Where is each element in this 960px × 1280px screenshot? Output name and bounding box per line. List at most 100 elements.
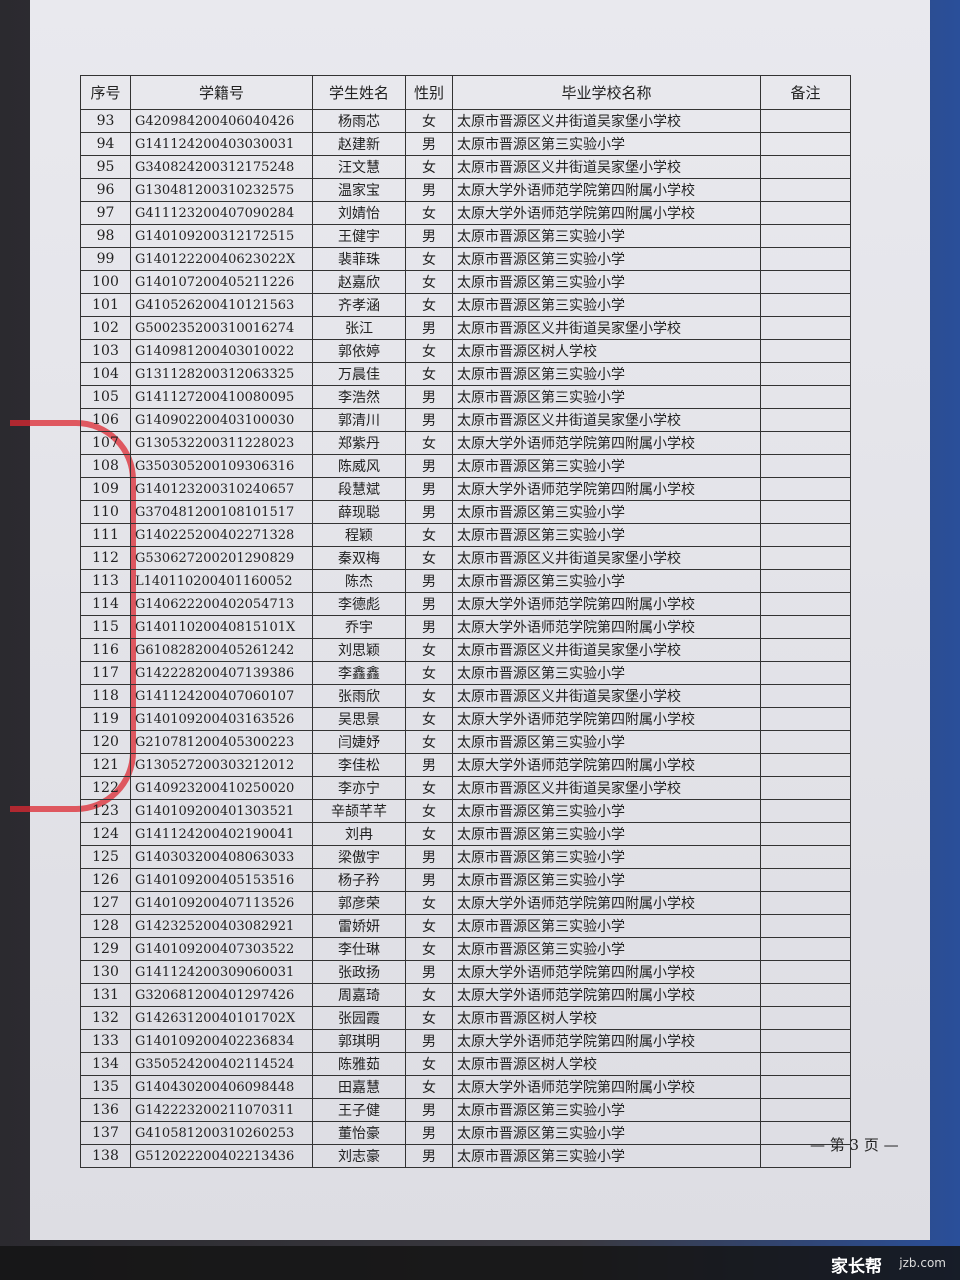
table-row: 121 G130527200303212012 李佳松男太原大学外语师范学院第四附属… <box>80 753 851 777</box>
empty-cell <box>760 569 851 593</box>
table-row: 93 G420984200406040426 杨雨芯女太原市晋源区义井街道吴家堡小学… <box>80 109 851 133</box>
cell: 太原市晋源区第三实验小学 <box>452 1144 761 1168</box>
empty-cell <box>760 707 851 731</box>
cell: G350305200109306316 <box>130 454 313 478</box>
cell: 98 <box>80 224 131 248</box>
cell: 108 <box>80 454 131 478</box>
table-row: 107 G130532200311228023 郑紫丹女太原大学外语师范学院第四附属… <box>80 431 851 455</box>
table-row: 96 G130481200310232575 温家宝男太原大学外语师范学院第四附属小… <box>80 178 851 202</box>
cell: 女 <box>405 431 453 455</box>
cell: 李仕琳 <box>312 937 406 961</box>
cell: 135 <box>80 1075 131 1099</box>
cell: 陈威风 <box>312 454 406 478</box>
cell: 132 <box>80 1006 131 1030</box>
cell: 太原市晋源区第三实验小学 <box>452 247 761 271</box>
empty-cell <box>760 891 851 915</box>
empty-cell <box>760 983 851 1007</box>
cell: 134 <box>80 1052 131 1076</box>
empty-cell <box>760 477 851 501</box>
empty-cell <box>760 1144 851 1168</box>
cell: 太原市晋源区第三实验小学 <box>452 270 761 294</box>
cell: 女 <box>405 247 453 271</box>
cell: 129 <box>80 937 131 961</box>
cell: 太原市晋源区第三实验小学 <box>452 569 761 593</box>
table-row: 105 G141127200410080095 李浩然男太原市晋源区第三实验小学 <box>80 385 851 409</box>
table-row: 104 G131128200312063325 万晨佳女太原市晋源区第三实验小学 <box>80 362 851 386</box>
cell: 刘冉 <box>312 822 406 846</box>
cell: 董怡豪 <box>312 1121 406 1145</box>
cell: 李佳松 <box>312 753 406 777</box>
cell: 女 <box>405 983 453 1007</box>
table-row: 130 G141124200309060031 张政扬男太原大学外语师范学院第四附属… <box>80 960 851 984</box>
table-row: 131 G320681200401297426 周嘉琦女太原大学外语师范学院第四附属… <box>80 983 851 1007</box>
empty-cell <box>760 1121 851 1145</box>
empty-cell <box>760 109 851 133</box>
cell: 136 <box>80 1098 131 1122</box>
cell: 女 <box>405 684 453 708</box>
empty-cell <box>760 362 851 386</box>
cell: G320681200401297426 <box>130 983 313 1007</box>
cell: 太原市晋源区第三实验小学 <box>452 845 761 869</box>
cell: 男 <box>405 178 453 202</box>
empty-cell <box>760 224 851 248</box>
cell: 太原大学外语师范学院第四附属小学校 <box>452 960 761 984</box>
cell: G14012220040623022X <box>130 247 313 271</box>
empty-cell <box>760 201 851 225</box>
cell: 男 <box>405 408 453 432</box>
cell: 115 <box>80 615 131 639</box>
cell: 119 <box>80 707 131 731</box>
empty-cell <box>760 914 851 938</box>
cell: 梁傲宇 <box>312 845 406 869</box>
empty-cell <box>760 868 851 892</box>
cell: 95 <box>80 155 131 179</box>
cell: G140107200405211226 <box>130 270 313 294</box>
cell: 刘婧怡 <box>312 201 406 225</box>
cell: 王子健 <box>312 1098 406 1122</box>
empty-cell <box>760 500 851 524</box>
cell: 女 <box>405 937 453 961</box>
table-row: 120 G210781200405300223 闫婕妤女太原市晋源区第三实验小学 <box>80 730 851 754</box>
empty-cell <box>760 1052 851 1076</box>
cell: 113 <box>80 569 131 593</box>
table-row: 118 G141124200407060107 张雨欣女太原市晋源区义井街道吴家堡小… <box>80 684 851 708</box>
cell: 太原大学外语师范学院第四附属小学校 <box>452 201 761 225</box>
cell: 女 <box>405 1075 453 1099</box>
empty-cell <box>760 431 851 455</box>
empty-cell <box>760 546 851 570</box>
cell: 118 <box>80 684 131 708</box>
cell: 女 <box>405 362 453 386</box>
empty-cell <box>760 1098 851 1122</box>
cell: G140109200312172515 <box>130 224 313 248</box>
empty-cell <box>760 960 851 984</box>
cell: G500235200310016274 <box>130 316 313 340</box>
empty-cell <box>760 799 851 823</box>
cell: 太原市晋源区义井街道吴家堡小学校 <box>452 316 761 340</box>
cell: 女 <box>405 293 453 317</box>
cell: 温家宝 <box>312 178 406 202</box>
cell: 太原市晋源区义井街道吴家堡小学校 <box>452 546 761 570</box>
cell: 太原市晋源区第三实验小学 <box>452 937 761 961</box>
cell: 女 <box>405 707 453 731</box>
watermark-bar: 家长帮 jzb.com <box>0 1246 960 1280</box>
header-cell: 性别 <box>405 75 453 110</box>
cell: 李鑫鑫 <box>312 661 406 685</box>
empty-cell <box>760 408 851 432</box>
cell: 郭彦荣 <box>312 891 406 915</box>
cell: 太原大学外语师范学院第四附属小学校 <box>452 891 761 915</box>
empty-cell <box>760 845 851 869</box>
cell: G140123200310240657 <box>130 477 313 501</box>
cell: 117 <box>80 661 131 685</box>
cell: G350524200402114524 <box>130 1052 313 1076</box>
cell: 男 <box>405 1098 453 1122</box>
cell: L140110200401160052 <box>130 569 313 593</box>
cell: 121 <box>80 753 131 777</box>
cell: 太原市晋源区第三实验小学 <box>452 868 761 892</box>
cell: 112 <box>80 546 131 570</box>
table-row: 132 G14263120040101702X 张园霞女太原市晋源区树人学校 <box>80 1006 851 1030</box>
cell: G340824200312175248 <box>130 155 313 179</box>
header-row: 序号 学籍号 学生姓名 性别 毕业学校名称 备注 <box>80 75 851 110</box>
table-row: 124 G141124200402190041 刘冉女太原市晋源区第三实验小学 <box>80 822 851 846</box>
cell: 128 <box>80 914 131 938</box>
cell: 赵建新 <box>312 132 406 156</box>
table-row: 115 G14011020040815101X 乔宇男太原大学外语师范学院第四附属小… <box>80 615 851 639</box>
